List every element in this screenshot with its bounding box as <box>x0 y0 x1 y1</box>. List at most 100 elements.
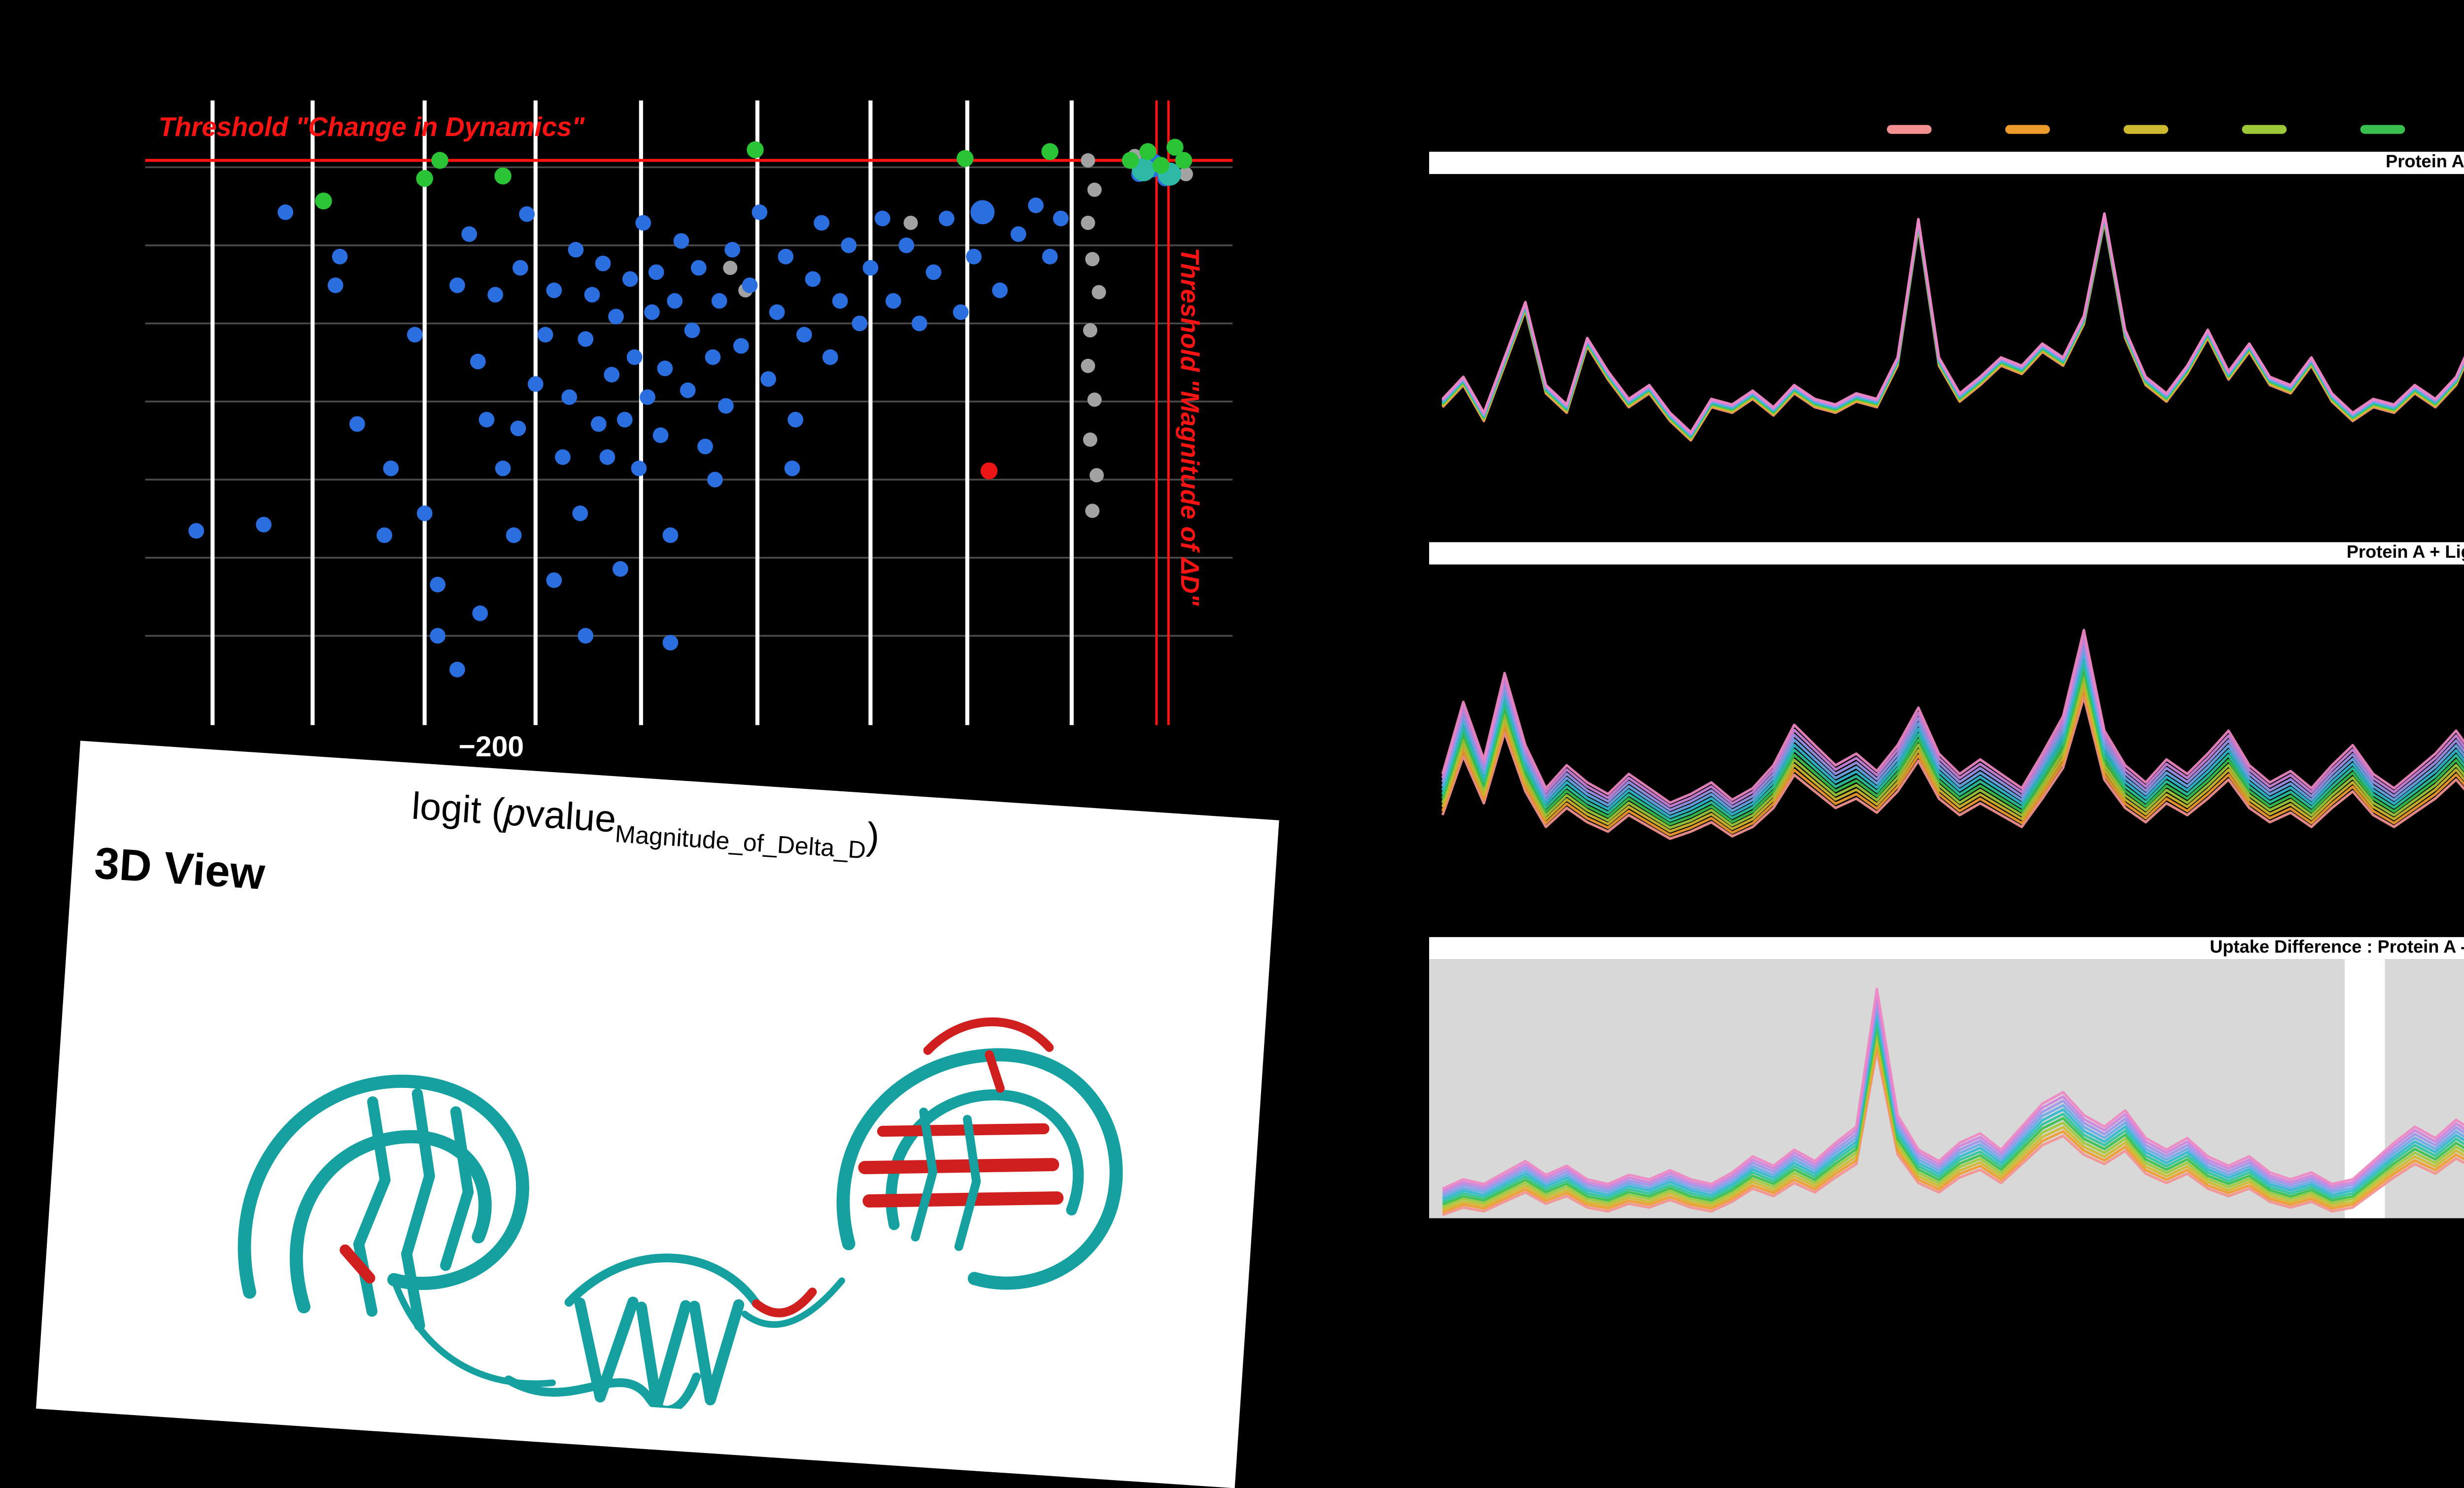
uptake-trace[interactable] <box>1441 603 2464 808</box>
uptake-trace[interactable] <box>1441 219 2464 462</box>
scatter-point-blue[interactable] <box>277 204 294 220</box>
scatter-point-blue[interactable] <box>1010 226 1027 242</box>
scatter-point-blue[interactable] <box>805 271 821 287</box>
scatter-point-blue[interactable] <box>862 260 879 276</box>
scatter-point-blue[interactable] <box>537 327 553 343</box>
scatter-point-blue[interactable] <box>449 277 465 293</box>
scatter-point-gray[interactable] <box>903 215 918 230</box>
scatter-point-gray[interactable] <box>1085 252 1100 267</box>
scatter-point-blue[interactable] <box>578 628 594 644</box>
scatter-point-gray[interactable] <box>723 261 738 275</box>
scatter-point-green[interactable] <box>1152 157 1169 174</box>
scatter-point-gray[interactable] <box>1089 468 1104 483</box>
scatter-point-blue[interactable] <box>652 427 669 443</box>
scatter-point-blue[interactable] <box>461 226 478 242</box>
legend-swatch-1[interactable] <box>1886 125 1932 134</box>
scatter-point-blue[interactable] <box>407 327 423 343</box>
scatter-point-blue[interactable] <box>626 349 643 365</box>
scatter-point-blue[interactable] <box>256 516 272 533</box>
scatter-point-blue[interactable] <box>546 572 562 588</box>
scatter-point-blue[interactable] <box>622 271 638 287</box>
scatter-point-blue[interactable] <box>513 260 528 276</box>
scatter-point-blue[interactable] <box>546 282 562 299</box>
scatter-point-blue[interactable] <box>572 506 588 521</box>
scatter-point-blue[interactable] <box>752 204 768 220</box>
scatter-point-blue[interactable] <box>841 237 857 253</box>
scatter-point-blue[interactable] <box>711 293 727 309</box>
scatter-point-blue[interactable] <box>349 416 365 432</box>
scatter-point-blue[interactable] <box>832 293 848 309</box>
scatter-point-blue[interactable] <box>376 527 392 543</box>
scatter-point-blue[interactable] <box>590 416 607 432</box>
uptake-trace[interactable] <box>1441 216 2464 438</box>
scatter-point-blue[interactable] <box>332 248 348 265</box>
scatter-point-blue[interactable] <box>966 248 982 265</box>
uptake-difference-plot-area[interactable] <box>1429 959 2464 1218</box>
uptake-trace[interactable] <box>1442 1018 2464 1210</box>
protein-structure[interactable] <box>75 898 1232 1444</box>
scatter-point-green[interactable] <box>1122 152 1139 169</box>
uptake-trace[interactable] <box>1442 1031 2464 1215</box>
uptake-trace[interactable] <box>1441 632 2464 822</box>
scatter-point-blue[interactable] <box>470 353 486 370</box>
scatter-point-blue[interactable] <box>874 210 890 227</box>
scatter-point-blue[interactable] <box>635 215 651 231</box>
scatter-point-green[interactable] <box>431 152 448 169</box>
uptake-chart-protein-a[interactable] <box>1429 174 2464 526</box>
scatter-point-blue[interactable] <box>613 561 628 577</box>
legend-swatch-2[interactable] <box>2005 125 2050 134</box>
scatter-point-green[interactable] <box>957 150 974 167</box>
scatter-point-gray[interactable] <box>1092 285 1106 300</box>
scatter-point-blue[interactable] <box>631 460 647 476</box>
scatter-point-blue[interactable] <box>898 237 915 253</box>
scatter-point-green[interactable] <box>1139 143 1157 160</box>
uptake-trace[interactable] <box>1442 993 2464 1200</box>
scatter-point-blue[interactable] <box>561 389 578 405</box>
uptake-trace[interactable] <box>1441 217 2464 444</box>
scatter-point-green[interactable] <box>416 170 433 187</box>
volcano-scatter-svg[interactable] <box>145 100 1233 725</box>
uptake-trace[interactable] <box>1441 596 2464 804</box>
scatter-point-blue[interactable] <box>1027 197 1044 213</box>
3d-view-panel[interactable]: logit (pvalueMagnitude_of_Delta_D) 3D Vi… <box>36 741 1279 1488</box>
scatter-point-blue[interactable] <box>657 360 673 376</box>
scatter-point-gray[interactable] <box>1081 153 1095 168</box>
uptake-trace[interactable] <box>1442 987 2464 1198</box>
legend-swatch-4[interactable] <box>2242 125 2287 134</box>
uptake-trace[interactable] <box>1441 617 2464 815</box>
uptake-trace[interactable] <box>1442 1037 2464 1217</box>
legend-swatch-5[interactable] <box>2360 125 2405 134</box>
uptake-trace[interactable] <box>1441 661 2464 837</box>
scatter-point-blue[interactable] <box>697 439 713 455</box>
scatter-point-blue[interactable] <box>616 411 633 428</box>
scatter-point-gray[interactable] <box>1087 182 1102 197</box>
scatter-point-blue[interactable] <box>814 215 829 231</box>
scatter-point-blue[interactable] <box>939 210 955 227</box>
scatter-point-blue[interactable] <box>796 327 812 343</box>
scatter-point-red[interactable] <box>980 462 998 479</box>
scatter-point-blue[interactable] <box>673 233 689 249</box>
scatter-point-blue[interactable] <box>662 635 679 651</box>
scatter-point-gray[interactable] <box>1178 167 1193 181</box>
scatter-point-blue[interactable] <box>416 506 433 521</box>
scatter-point-green[interactable] <box>1175 152 1193 169</box>
volcano-plot[interactable]: Threshold "Change in Dynamics" Threshold… <box>145 100 1233 725</box>
scatter-point-blue[interactable] <box>742 277 758 293</box>
scatter-point-blue[interactable] <box>506 527 522 543</box>
scatter-point-blue[interactable] <box>495 460 511 476</box>
uptake-chart-protein-a-ligand[interactable] <box>1429 565 2464 911</box>
scatter-point-blue_large[interactable] <box>970 200 995 225</box>
scatter-point-blue[interactable] <box>472 605 488 621</box>
scatter-point-blue[interactable] <box>680 382 696 398</box>
uptake-trace[interactable] <box>1442 1012 2464 1208</box>
scatter-point-blue[interactable] <box>1042 248 1058 265</box>
scatter-point-gray[interactable] <box>1083 432 1097 447</box>
uptake-trace[interactable] <box>1442 1049 2464 1218</box>
scatter-point-blue[interactable] <box>648 264 664 280</box>
scatter-point-blue[interactable] <box>733 338 749 354</box>
scatter-point-blue[interactable] <box>911 315 927 332</box>
scatter-point-blue[interactable] <box>430 628 446 644</box>
scatter-point-blue[interactable] <box>519 206 535 222</box>
scatter-point-green[interactable] <box>494 167 512 185</box>
uptake-trace[interactable] <box>1441 669 2464 840</box>
